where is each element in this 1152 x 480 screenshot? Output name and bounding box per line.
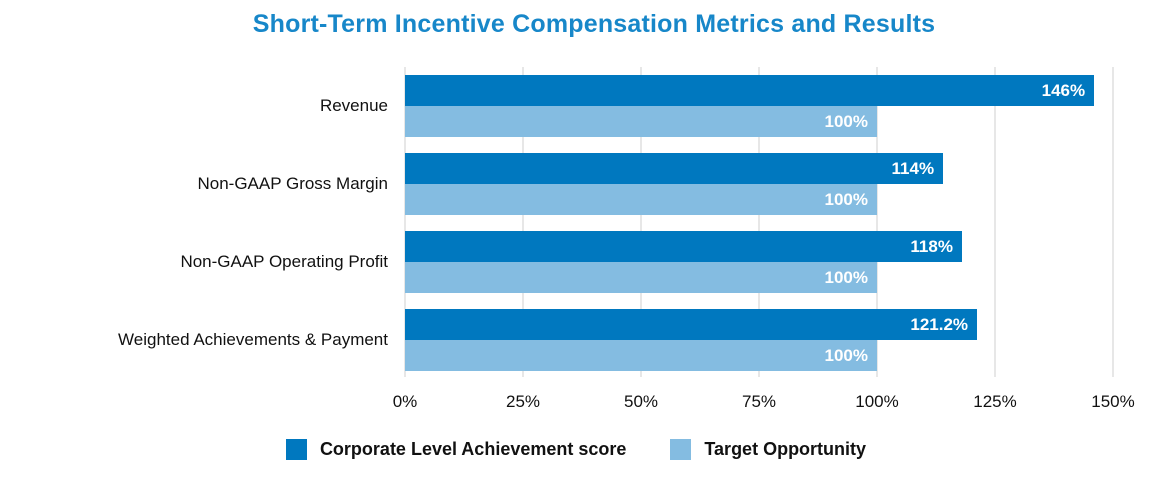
plot-area: Revenue 146% 100% Non-GAAP Gross Margin 114%… — [0, 67, 1152, 377]
bars-group: 121.2% 100% — [405, 309, 1113, 371]
legend-swatch-target-opportunity-icon — [670, 439, 692, 460]
gridline — [758, 67, 760, 377]
x-axis-tick-label: 75% — [741, 392, 777, 411]
bar-target-opportunity: 100% — [405, 106, 877, 137]
x-axis-tick-label: 100% — [855, 392, 899, 411]
gridline — [404, 67, 406, 377]
bar-value-label: 100% — [824, 267, 868, 287]
x-axis-tick-label: 25% — [505, 392, 541, 411]
legend: Corporate Level Achievement score Target… — [0, 439, 1152, 460]
bar-target-opportunity: 100% — [405, 184, 877, 215]
bar-rows: Revenue 146% 100% Non-GAAP Gross Margin 114%… — [0, 67, 1152, 377]
x-axis-tick-label: 50% — [623, 392, 659, 411]
bar-value-label: 121.2% — [910, 314, 969, 334]
legend-label-achievement-score: Corporate Level Achievement score — [319, 439, 627, 459]
legend-swatch-achievement-score-icon — [285, 439, 307, 460]
bar-target-opportunity: 100% — [405, 262, 877, 293]
legend-item-achievement-score: Corporate Level Achievement score — [285, 439, 627, 460]
bar-value-label: 114% — [891, 158, 935, 178]
bars-group: 114% 100% — [405, 153, 1113, 215]
chart-row: Non-GAAP Operating Profit 118% 100% — [0, 231, 1152, 293]
x-axis-tick-label: 125% — [973, 392, 1017, 411]
legend-item-target-opportunity: Target Opportunity — [670, 439, 866, 460]
bars-group: 118% 100% — [405, 231, 1113, 293]
bar-value-label: 146% — [1041, 80, 1086, 100]
bars-group: 146% 100% — [405, 75, 1113, 137]
gridline — [1112, 67, 1114, 377]
bar-achievement-score: 121.2% — [405, 309, 978, 340]
bar-value-label: 100% — [824, 345, 868, 365]
legend-label-target-opportunity: Target Opportunity — [704, 439, 867, 459]
x-axis-tick-label: 150% — [1091, 392, 1135, 411]
gridline — [522, 67, 524, 377]
gridline — [994, 67, 996, 377]
bar-value-label: 100% — [824, 189, 868, 209]
chart-row: Non-GAAP Gross Margin 114% 100% — [0, 153, 1152, 215]
bar-value-label: 100% — [824, 111, 868, 131]
bar-target-opportunity: 100% — [405, 340, 877, 371]
category-label: Non-GAAP Operating Profit — [180, 252, 388, 271]
chart-row: Weighted Achievements & Payment 121.2% 100… — [0, 309, 1152, 371]
grid-layer — [404, 67, 1114, 377]
gridline — [876, 67, 878, 377]
category-label: Non-GAAP Gross Margin — [197, 174, 388, 193]
x-axis-tick-label: 0% — [392, 392, 418, 411]
bar-achievement-score: 146% — [405, 75, 1095, 106]
bar-achievement-score: 118% — [405, 231, 962, 262]
category-label: Weighted Achievements & Payment — [118, 330, 388, 349]
gridline — [640, 67, 642, 377]
bar-value-label: 118% — [910, 236, 953, 256]
category-label: Revenue — [319, 96, 388, 115]
bar-achievement-score: 114% — [405, 153, 944, 184]
chart-title: Short-Term Incentive Compensation Metric… — [252, 10, 936, 38]
x-axis: 0% 25% 50% 75% 100% 125% 150% — [393, 392, 1135, 414]
chart-row: Revenue 146% 100% — [0, 75, 1152, 137]
